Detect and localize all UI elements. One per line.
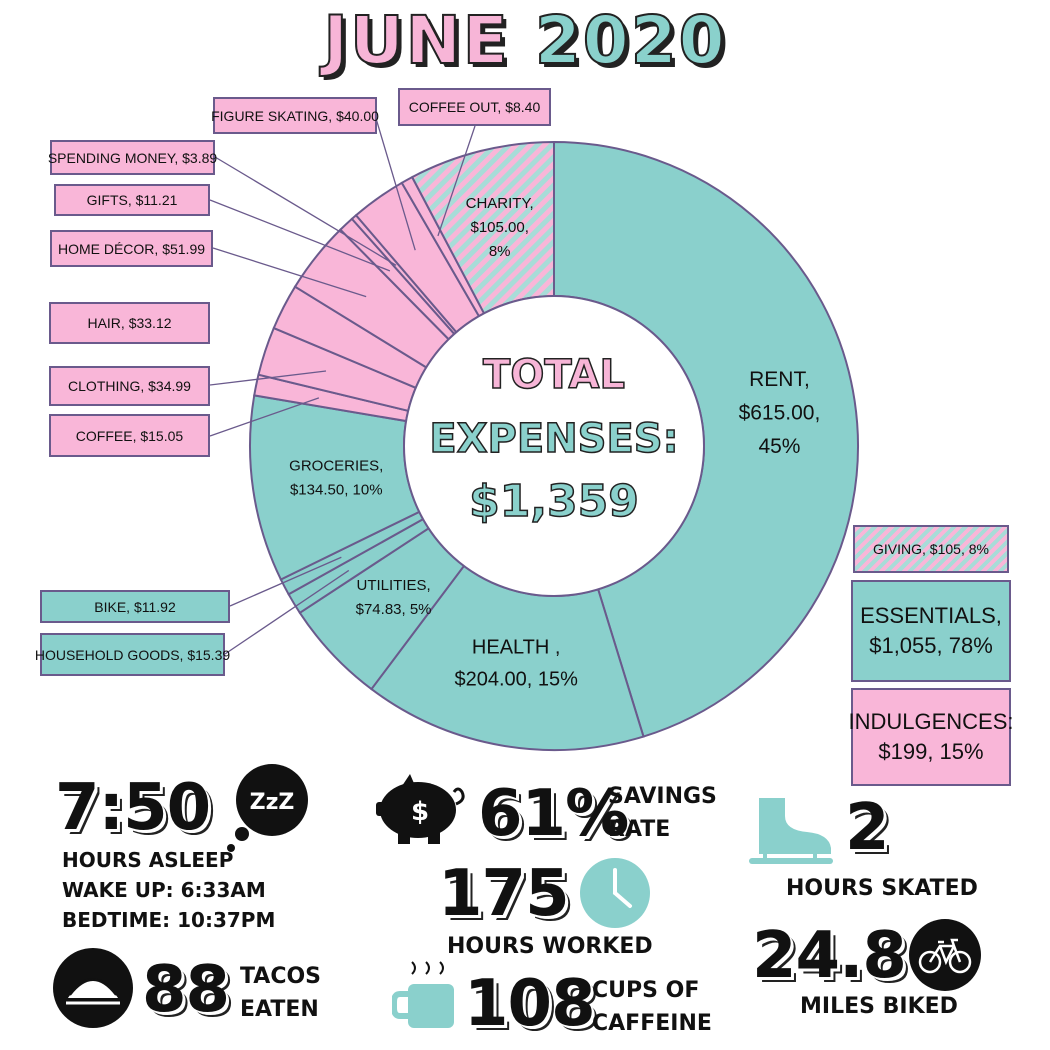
bicycle-icon <box>909 919 981 991</box>
ice-skate-icon <box>749 798 833 864</box>
callout-figure-skating: FIGURE SKATING, $40.00 <box>211 97 379 134</box>
center-total-label: TOTAL <box>483 352 625 398</box>
legend-giving: GIVING, $105, 8% <box>853 525 1009 573</box>
title-year: 2020 <box>534 1 727 80</box>
coffee-cup-icon <box>392 961 454 1028</box>
tacos-label-1: TACOS <box>240 964 322 989</box>
slice-label-health-1: $204.00, 15% <box>454 669 578 691</box>
tacos-value: 88 <box>142 953 230 1027</box>
donut-hole <box>403 295 705 597</box>
tacos-caption: TACOS EATEN <box>240 960 321 1026</box>
piggy-bank-icon: $ <box>376 774 465 844</box>
callout-spending-money: SPENDING MONEY, $3.89 <box>48 140 217 175</box>
caffeine-value: 108 <box>464 967 596 1041</box>
savings-caption: SAVINGS RATE <box>608 780 717 846</box>
callout-home-decor: HOME DÉCOR, $51.99 <box>50 230 213 267</box>
caffeine-label-2: CAFFEINE <box>592 1011 712 1036</box>
callout-coffee-out: COFFEE OUT, $8.40 <box>398 88 551 126</box>
leader-line-home-d-cor <box>212 247 367 298</box>
sleep-label: HOURS ASLEEP <box>62 848 234 872</box>
sleep-caption: HOURS ASLEEP WAKE UP: 6:33AM BEDTIME: 10… <box>62 845 275 935</box>
sleep-hours-value: 7:50 <box>55 771 211 845</box>
slice-label-rent-0: RENT, <box>749 368 810 391</box>
leader-line-bike <box>229 556 342 607</box>
taco-icon <box>53 948 133 1028</box>
leader-line-household-goods <box>224 569 350 655</box>
svg-text:$: $ <box>411 797 429 827</box>
title-month: JUNE <box>322 1 535 80</box>
callout-bike: BIKE, $11.92 <box>40 590 230 623</box>
slice-label-health-0: HEALTH , <box>472 637 561 659</box>
slice-label-rent-1: $615.00, <box>739 401 821 424</box>
hours-skated-value: 2 <box>845 791 890 865</box>
miles-biked-label: MILES BIKED <box>800 994 958 1019</box>
center-total-value: $1,359 <box>469 476 639 527</box>
page-title: JUNE 2020 <box>0 1 1050 80</box>
slice-label-charity-0: CHARITY, <box>466 195 534 212</box>
callout-coffee: COFFEE, $15.05 <box>49 414 210 457</box>
legend-indulgences: INDULGENCES: $199, 15% <box>848 688 1014 786</box>
legend-indulgences-value: $199, 15% <box>878 739 984 764</box>
zzz-bubble-icon: ZzZ <box>227 764 308 852</box>
wake-up-time: WAKE UP: 6:33AM <box>62 878 266 902</box>
slice-label-groceries-0: GROCERIES, <box>289 458 383 475</box>
slice-label-charity-2: 8% <box>489 243 511 260</box>
caffeine-label-1: CUPS OF <box>592 978 700 1003</box>
legend-essentials-value: $1,055, 78% <box>869 633 993 658</box>
bedtime: BEDTIME: 10:37PM <box>62 908 276 932</box>
savings-rate-value: 61% <box>478 777 629 851</box>
center-expenses-label: EXPENSES: <box>429 416 678 462</box>
legend-essentials: ESSENTIALS, $1,055, 78% <box>851 580 1011 682</box>
leader-line-coffee-out <box>437 125 476 237</box>
slice-label-groceries-1: $134.50, 10% <box>290 482 383 499</box>
leader-line-clothing <box>209 370 327 386</box>
hours-worked-value: 175 <box>438 857 570 931</box>
slice-label-rent-2: 45% <box>758 435 800 458</box>
slice-label-utilities-1: $74.83, 5% <box>356 601 432 618</box>
caffeine-caption: CUPS OF CAFFEINE <box>592 974 712 1040</box>
tacos-label-2: EATEN <box>240 997 319 1022</box>
leader-line-spending-money <box>214 156 397 266</box>
clock-icon <box>580 858 650 928</box>
leader-line-coffee <box>209 397 320 437</box>
slice-label-charity-1: $105.00, <box>470 219 528 236</box>
legend-essentials-title: ESSENTIALS, <box>860 603 1002 629</box>
savings-label-2: RATE <box>608 817 671 842</box>
hours-skated-label: HOURS SKATED <box>786 876 978 901</box>
leader-line-figure-skating <box>374 114 416 251</box>
callout-household-goods: HOUSEHOLD GOODS, $15.39 <box>35 633 230 676</box>
svg-text:ZzZ: ZzZ <box>250 790 295 815</box>
hours-worked-label: HOURS WORKED <box>447 934 653 959</box>
slice-label-utilities-0: UTILITIES, <box>356 577 430 594</box>
miles-biked-value: 24.8 <box>752 919 907 993</box>
leader-line-gifts <box>209 199 391 272</box>
savings-label-1: SAVINGS <box>608 784 717 809</box>
callout-hair: HAIR, $33.12 <box>49 302 210 344</box>
legend-indulgences-title: INDULGENCES: <box>848 709 1014 735</box>
callout-gifts: GIFTS, $11.21 <box>54 184 210 216</box>
callout-clothing: CLOTHING, $34.99 <box>49 366 210 406</box>
